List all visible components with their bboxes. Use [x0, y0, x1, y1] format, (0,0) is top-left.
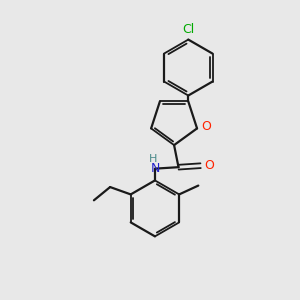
Text: H: H — [148, 154, 157, 164]
Text: N: N — [150, 162, 160, 175]
Text: Cl: Cl — [182, 23, 194, 36]
Text: O: O — [202, 120, 211, 134]
Text: O: O — [204, 159, 214, 172]
